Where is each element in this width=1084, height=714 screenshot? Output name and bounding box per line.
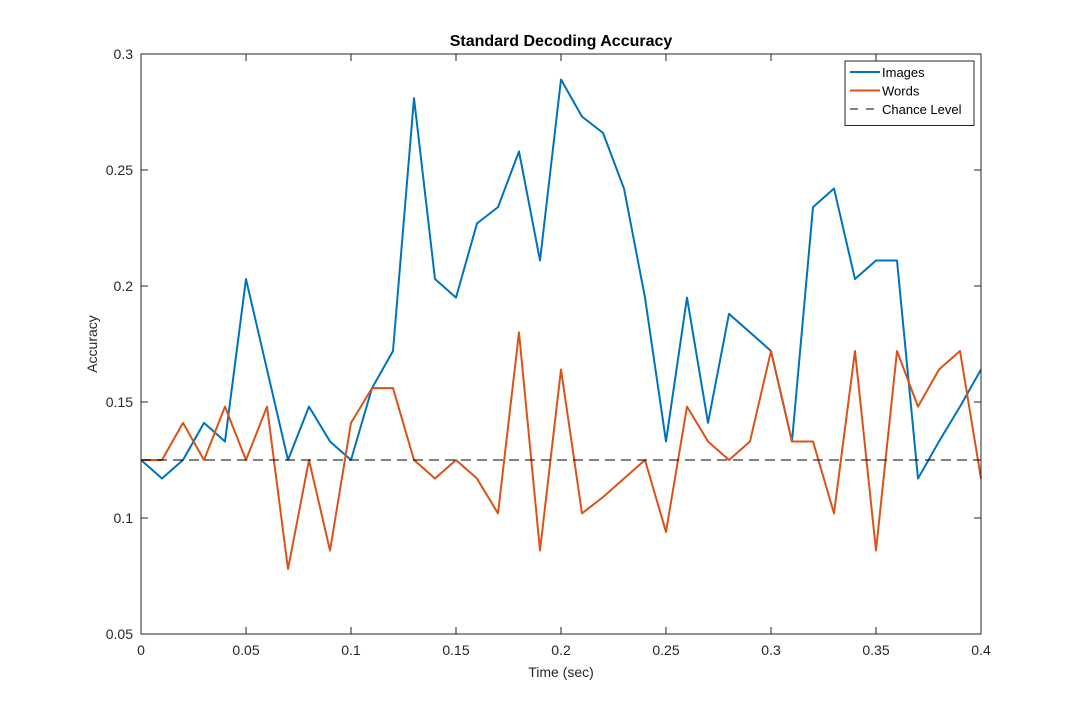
series-line-words — [141, 331, 982, 571]
legend-label: Chance Level — [882, 102, 962, 117]
x-tick-label: 0.3 — [761, 642, 781, 658]
y-tick-label: 0.2 — [114, 278, 134, 294]
ticks-layer: 0 0.05 0.1 0.15 0.2 0.25 0.3 0.35 0.40.050.10.15… — [106, 46, 991, 658]
x-tick-label: 0.25 — [652, 642, 679, 658]
x-tick-label: 0.1 — [341, 642, 361, 658]
x-tick-label: 0.15 — [442, 642, 469, 658]
legend-label: Images — [882, 65, 925, 80]
x-tick-label: 0 — [137, 642, 145, 658]
legend: Images Words Chance Level — [844, 60, 975, 126]
y-tick-label: 0.25 — [106, 162, 133, 178]
chart-title: Standard Decoding Accuracy — [450, 33, 673, 50]
axes-box — [140, 53, 982, 635]
y-tick-label: 0.1 — [114, 510, 134, 526]
y-axis-label: Accuracy — [84, 315, 100, 373]
y-tick-label: 0.15 — [106, 394, 133, 410]
x-tick-label: 0.4 — [971, 642, 991, 658]
y-tick-label: 0.05 — [106, 626, 133, 642]
x-axis-label: Time (sec) — [528, 664, 594, 680]
series-layer — [140, 78, 982, 571]
series-line-images — [140, 78, 982, 480]
legend-label: Words — [882, 84, 920, 99]
x-tick-label: 0.05 — [232, 642, 259, 658]
x-tick-label: 0.2 — [551, 642, 571, 658]
x-tick-label: 0.35 — [862, 642, 889, 658]
y-tick-label: 0.3 — [114, 46, 134, 62]
